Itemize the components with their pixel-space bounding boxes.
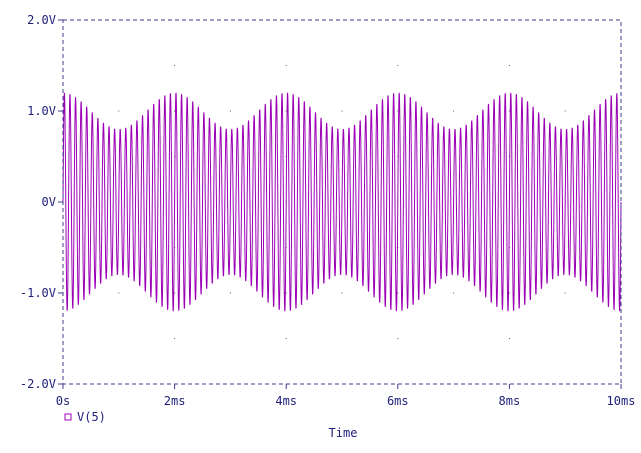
grid-dot [508, 65, 510, 66]
grid-dot [174, 338, 176, 339]
legend-marker [64, 413, 72, 421]
grid-dot [564, 292, 566, 294]
grid-dot [229, 292, 231, 294]
grid-dot [508, 110, 510, 112]
grid-dot [397, 110, 399, 112]
series-layer [62, 92, 622, 312]
x-tick-label: 4ms [275, 394, 297, 408]
grid-dot [285, 65, 287, 66]
grid-dot [174, 292, 176, 294]
grid-dot [508, 292, 510, 294]
x-tick-label: 6ms [387, 394, 409, 408]
grid-dot [397, 65, 399, 66]
y-tick-label: 2.0V [27, 13, 56, 27]
grid-dot [397, 338, 399, 339]
grid-dot [397, 292, 399, 294]
grid-dot [118, 110, 120, 112]
grid-dot [508, 338, 510, 339]
grid-dot [118, 292, 120, 294]
y-tick-label: 1.0V [27, 104, 56, 118]
x-tick-label: 0s [56, 394, 70, 408]
y-tick-label: -1.0V [20, 286, 56, 300]
grid-dot [285, 292, 287, 294]
grid-dot [285, 338, 287, 339]
legend-label-v5: V(5) [77, 410, 106, 424]
legend: V(5) [64, 410, 106, 424]
series-line-v5 [62, 92, 622, 312]
x-tick-label: 10ms [607, 394, 636, 408]
grid-dot [174, 65, 176, 66]
grid-dot [341, 292, 343, 294]
grid-dot [564, 110, 566, 112]
grid-dot [174, 110, 176, 112]
grid-dot [453, 110, 455, 112]
axis-ticks [58, 19, 622, 389]
y-tick-label: 0V [42, 195, 56, 209]
y-tick-labels: 2.0V 1.0V 0V -1.0V -2.0V [20, 13, 56, 391]
y-tick-label: -2.0V [20, 377, 56, 391]
x-tick-label: 2ms [164, 394, 186, 408]
x-tick-labels: 0s 2ms 4ms 6ms 8ms 10ms [56, 394, 636, 408]
grid-dot [285, 110, 287, 112]
x-axis-title: Time [329, 426, 358, 440]
grid-dot [229, 110, 231, 112]
grid-dot [341, 110, 343, 112]
x-tick-label: 8ms [499, 394, 521, 408]
grid-dot [453, 292, 455, 294]
